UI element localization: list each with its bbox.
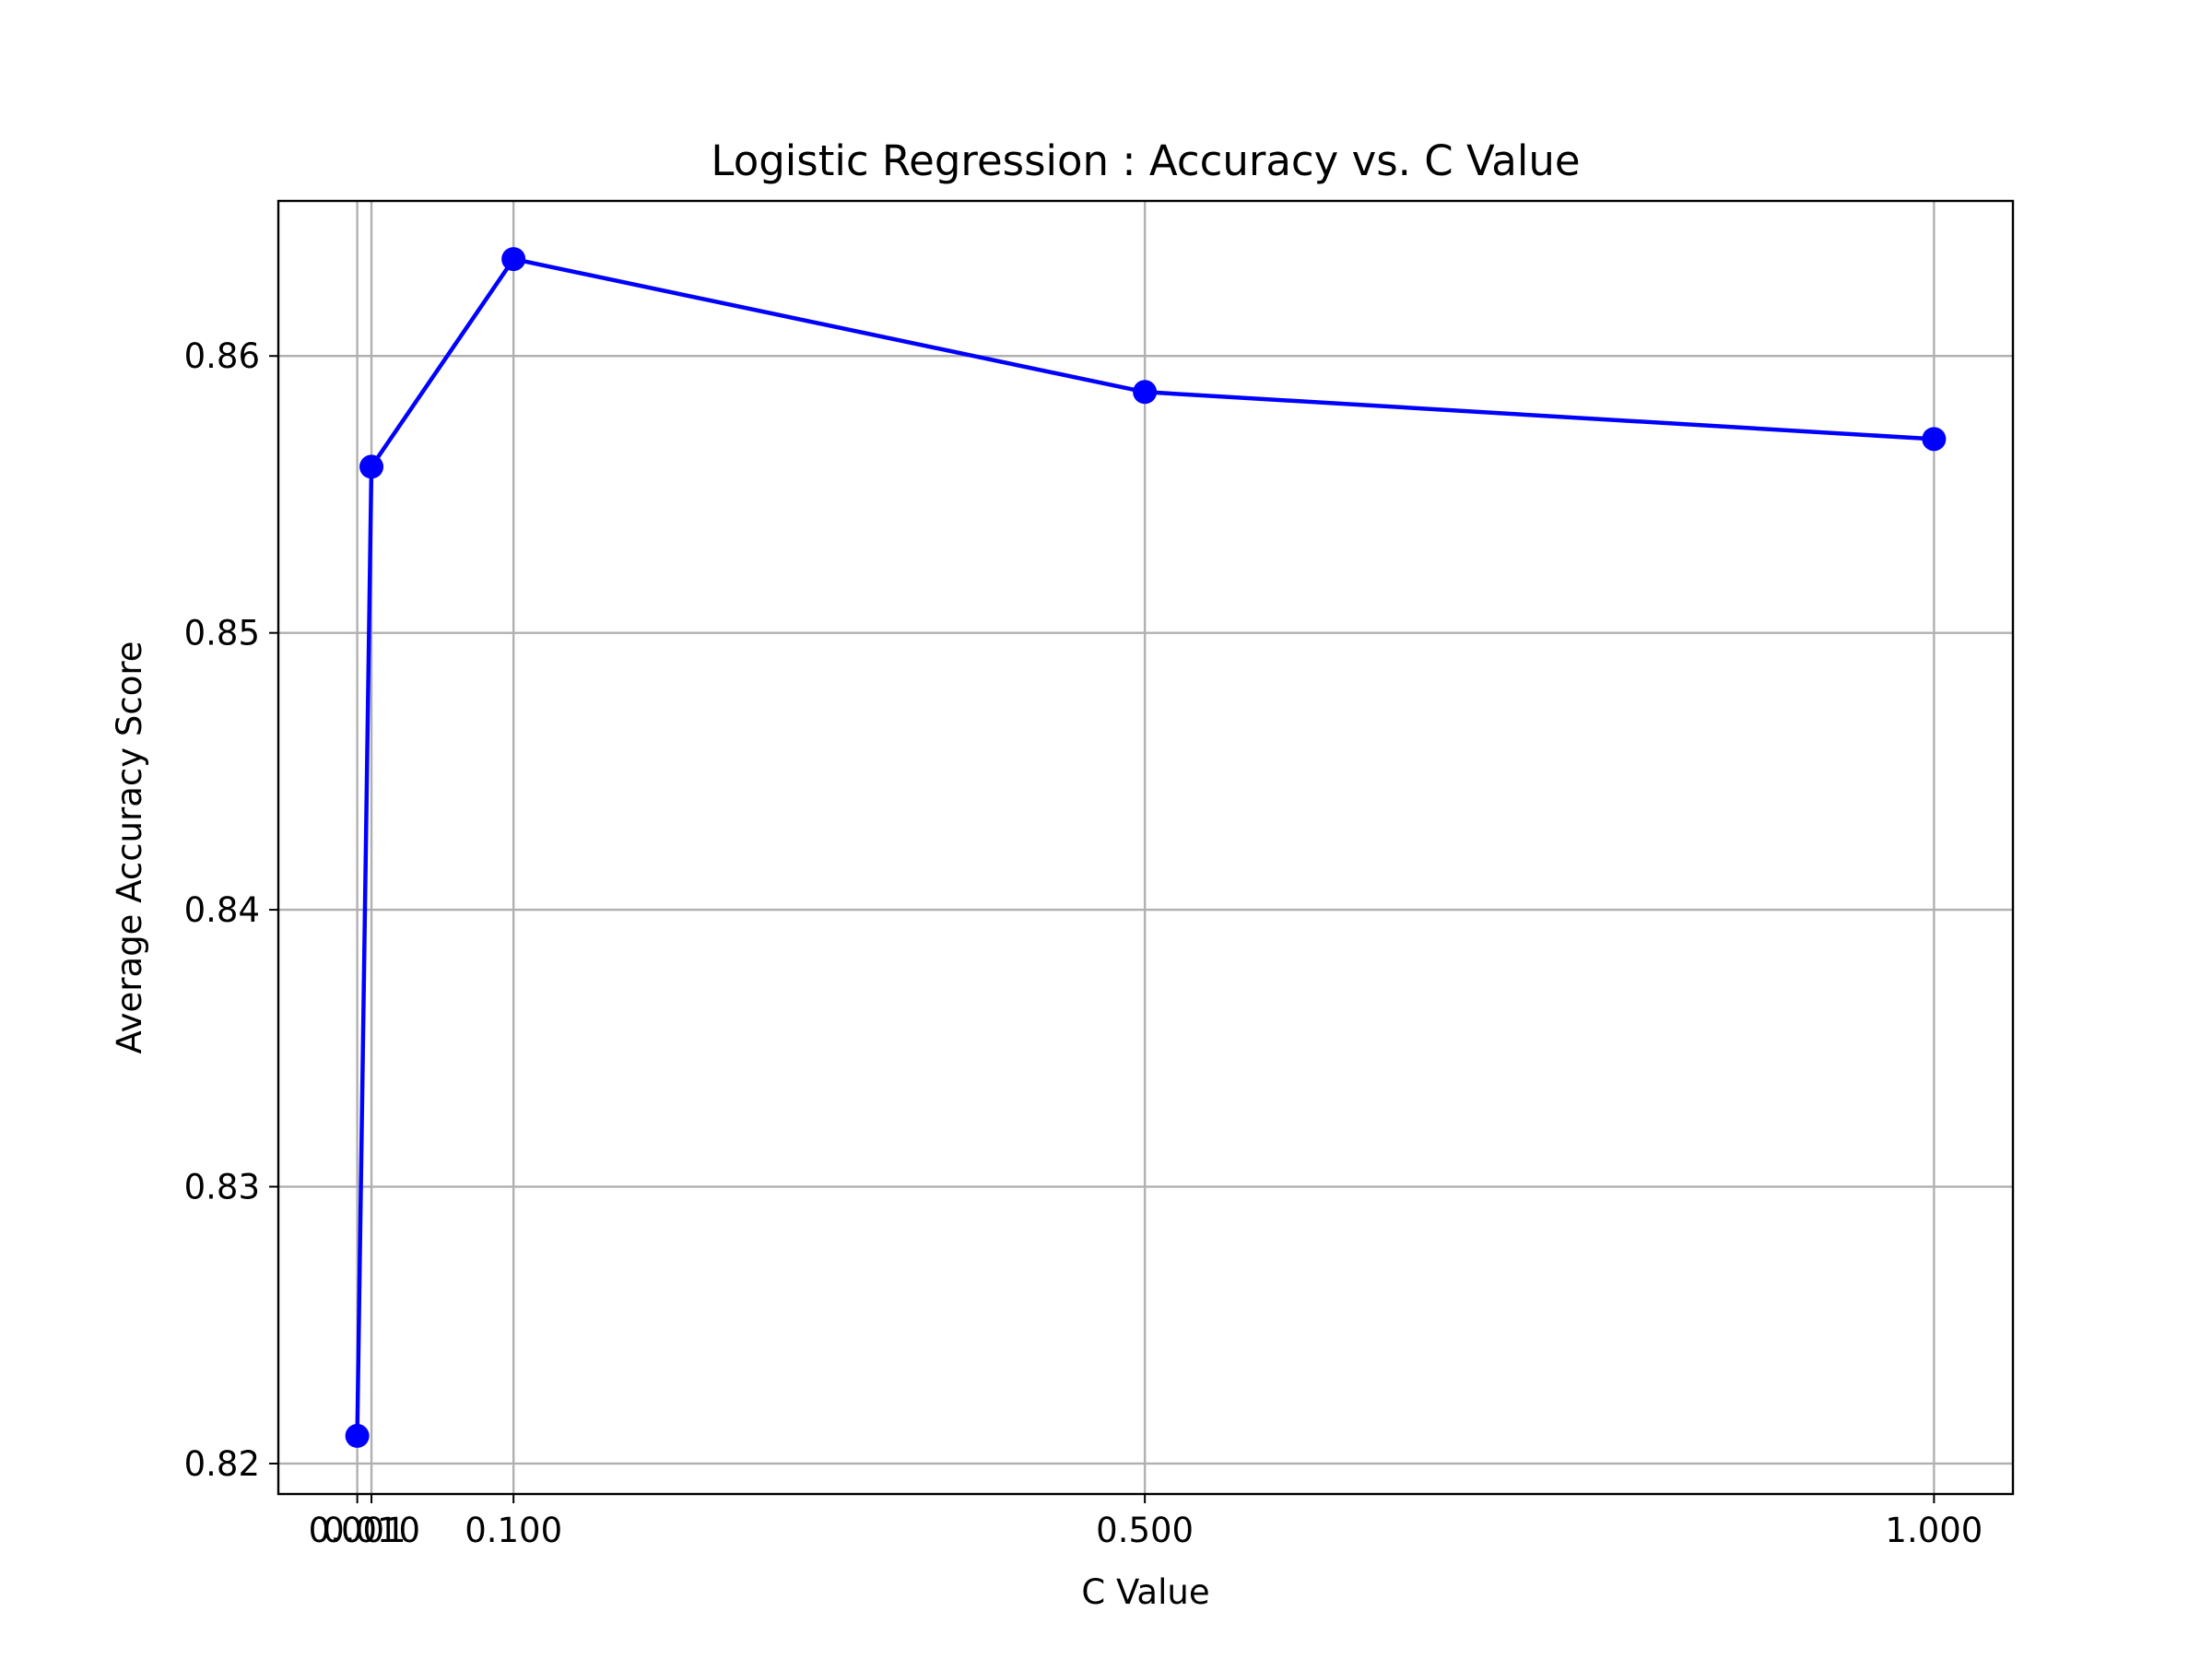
data-point [1922,427,1947,452]
data-point [345,1423,370,1448]
x-tick-label: 0.500 [1096,1511,1194,1550]
data-point [359,454,384,479]
x-tick-label: 0.100 [465,1511,562,1550]
data-point [1133,380,1158,405]
x-tick-label: 0.010 [323,1511,420,1550]
y-tick-label: 0.82 [184,1444,260,1484]
chart-title: Logistic Regression : Accuracy vs. C Val… [711,136,1580,185]
y-tick-label: 0.83 [184,1168,260,1207]
data-point [501,247,526,272]
series-layer [345,247,1947,1448]
y-tick-label: 0.84 [184,890,260,930]
y-tick-label: 0.85 [184,614,260,653]
y-tick-label: 0.86 [184,336,260,376]
x-tick-label: 0.001 [309,1511,406,1550]
grid [278,201,2013,1494]
x-axis-label: C Value [1081,1572,1209,1612]
x-tick-label: 1.000 [1885,1511,1983,1550]
y-axis-label: Average Accuracy Score [110,641,149,1053]
